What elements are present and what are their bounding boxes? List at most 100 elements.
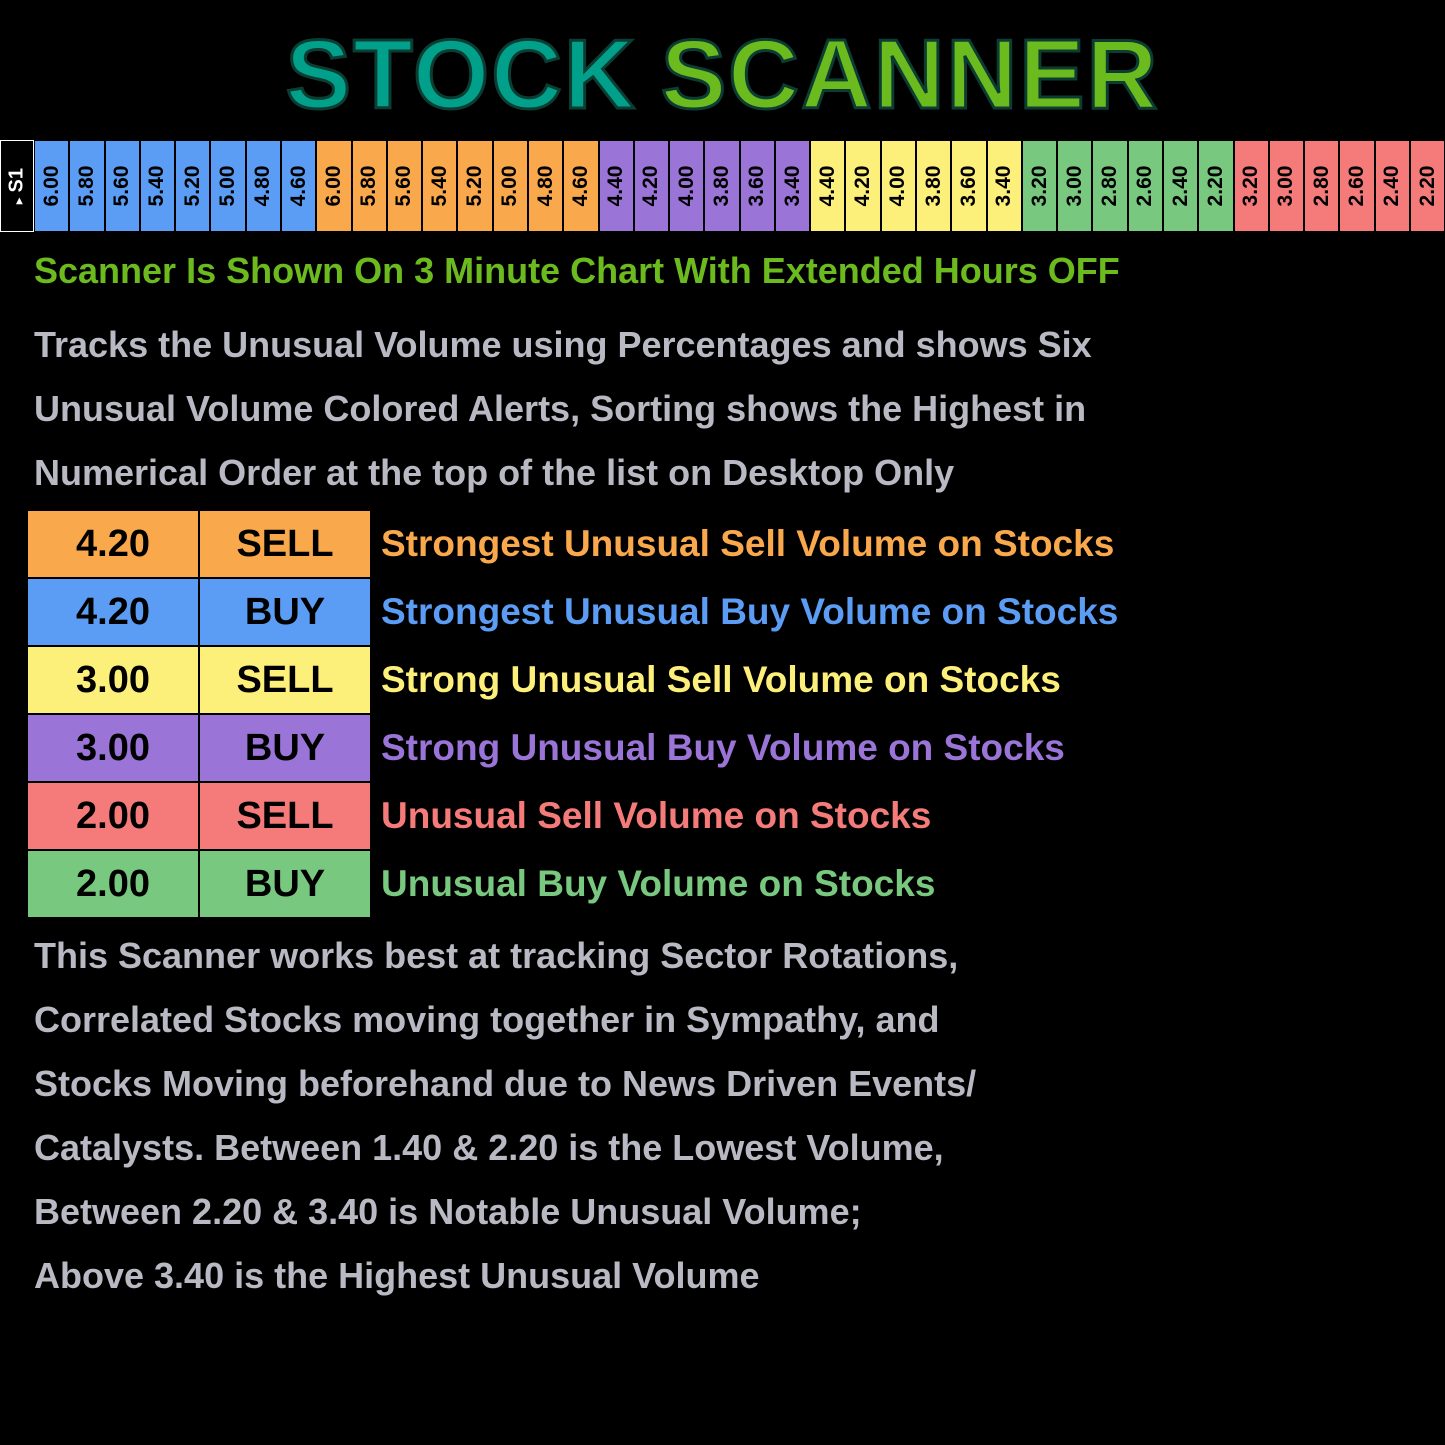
scanner-cell: 4.40 — [810, 140, 846, 232]
scanner-value: 5.20 — [180, 165, 204, 207]
scanner-cell: 3.20 — [1021, 140, 1058, 232]
note: Scanner Is Shown On 3 Minute Chart With … — [34, 250, 1120, 291]
scanner-cell: 4.20 — [845, 140, 881, 232]
scanner-cell: 5.60 — [104, 140, 140, 232]
legend-signal: BUY — [199, 850, 371, 918]
scanner-cell: 4.60 — [563, 140, 599, 232]
legend-signal: SELL — [199, 510, 371, 578]
scanner-cell: 5.20 — [457, 140, 493, 232]
intro: Tracks the Unusual Volume using Percenta… — [34, 313, 1092, 505]
intro-line: Tracks the Unusual Volume using Percenta… — [34, 324, 1092, 365]
legend-value: 4.20 — [27, 578, 199, 646]
scanner-value: 2.20 — [1415, 165, 1439, 207]
legend-row: 4.20 BUY Strongest Unusual Buy Volume on S… — [27, 578, 1118, 646]
outro-line: Catalysts. Between 1.40 & 2.20 is the Lo… — [34, 1127, 944, 1168]
scanner-value: 4.60 — [568, 165, 592, 207]
scanner-cell: 5.00 — [492, 140, 528, 232]
scanner-value: 6.00 — [39, 165, 63, 207]
outro-line: Correlated Stocks moving together in Sym… — [34, 999, 940, 1040]
scanner-label-wrap: ▸ S1 — [6, 168, 29, 204]
scanner-value: 2.20 — [1203, 165, 1227, 207]
scanner-cell: 4.60 — [280, 140, 317, 232]
scanner-cell: 6.00 — [34, 140, 70, 232]
scanner-cell: 4.80 — [527, 140, 564, 232]
legend-description: Unusual Sell Volume on Stocks — [381, 795, 932, 836]
scanner-value: 4.80 — [251, 165, 275, 207]
scanner-value: 3.80 — [921, 165, 945, 207]
scanner-value: 3.20 — [1027, 165, 1051, 207]
scanner-value: 5.60 — [392, 165, 416, 207]
scanner-cell: 2.80 — [1304, 140, 1340, 232]
scanner-cell: 2.40 — [1163, 140, 1199, 232]
scanner-cell: 5.40 — [139, 140, 176, 232]
scanner-value: 6.00 — [321, 165, 345, 207]
scanner-value: 3.60 — [956, 165, 980, 207]
scanner-cell: 3.80 — [704, 140, 740, 232]
scanner-value: 4.80 — [533, 165, 557, 207]
intro-line: Numerical Order at the top of the list o… — [34, 452, 955, 493]
scanner-cell: 5.00 — [210, 140, 246, 232]
scanner-cell: 4.00 — [669, 140, 705, 232]
scanner-value: 4.20 — [639, 165, 663, 207]
scanner-cell: 3.00 — [1057, 140, 1093, 232]
scanner-label: S1 — [5, 167, 28, 193]
title-word: STOCK — [284, 18, 637, 131]
legend-row: 2.00 BUY Unusual Buy Volume on Stocks — [27, 850, 1118, 918]
scanner-value: 2.60 — [1345, 165, 1369, 207]
scanner-cell: 2.60 — [1127, 140, 1163, 232]
scanner-cell: 5.80 — [69, 140, 105, 232]
legend-row: 2.00 SELL Unusual Sell Volume on Stocks — [27, 782, 1118, 850]
legend-description: Strongest Unusual Sell Volume on Stocks — [381, 523, 1115, 564]
scanner-value: 2.80 — [1098, 165, 1122, 207]
scanner-cell: 6.00 — [316, 140, 352, 232]
scanner-value: 2.60 — [1133, 165, 1157, 207]
legend-row: 3.00 SELL Strong Unusual Sell Volume on St… — [27, 646, 1118, 714]
outro: This Scanner works best at tracking Sect… — [34, 924, 976, 1308]
legend-description: Strong Unusual Buy Volume on Stocks — [381, 727, 1065, 768]
scanner-value: 3.60 — [745, 165, 769, 207]
scanner-value: 4.00 — [674, 165, 698, 207]
scanner-value: 5.40 — [145, 165, 169, 207]
scanner-cell: 5.40 — [422, 140, 458, 232]
scanner-value: 5.20 — [463, 165, 487, 207]
outro-line: Above 3.40 is the Highest Unusual Volume — [34, 1255, 760, 1296]
scanner-cell: 4.80 — [245, 140, 281, 232]
scanner-cell: 5.60 — [386, 140, 423, 232]
outro-line: This Scanner works best at tracking Sect… — [34, 935, 959, 976]
scanner-cell: 2.60 — [1339, 140, 1375, 232]
scanner-value: 5.80 — [357, 165, 381, 207]
scanner-cell: 3.60 — [739, 140, 775, 232]
scanner-strip: ▸ S1 6.00 5.80 5.60 5.40 5.20 5.00 4.80 4.60 6.0… — [0, 140, 1445, 232]
scanner-cell: 2.20 — [1409, 140, 1445, 232]
legend-signal: BUY — [199, 578, 371, 646]
scanner-cell: 2.80 — [1092, 140, 1128, 232]
scanner-cell: 2.20 — [1198, 140, 1234, 232]
legend-value: 4.20 — [27, 510, 199, 578]
scanner-value: 4.00 — [886, 165, 910, 207]
legend-signal: BUY — [199, 714, 371, 782]
legend-row: 3.00 BUY Strong Unusual Buy Volume on Stoc… — [27, 714, 1118, 782]
scanner-cell: 4.20 — [633, 140, 670, 232]
legend-value: 2.00 — [27, 782, 199, 850]
scanner-value: 3.00 — [1062, 165, 1086, 207]
scanner-label-box: ▸ S1 — [0, 140, 34, 232]
legend-signal: SELL — [199, 646, 371, 714]
scanner-value: 3.00 — [1274, 165, 1298, 207]
scanner-value: 4.60 — [286, 165, 310, 207]
scanner-value: 5.00 — [216, 165, 240, 207]
scanner-cell: 3.40 — [774, 140, 811, 232]
legend-value: 3.00 — [27, 714, 199, 782]
legend-row: 4.20 SELL Strongest Unusual Sell Volume on… — [27, 510, 1118, 578]
legend-value: 3.00 — [27, 646, 199, 714]
scanner-arrow: ▸ — [11, 198, 26, 205]
scanner-cell: 5.80 — [351, 140, 387, 232]
scanner-value: 5.80 — [74, 165, 98, 207]
title-word: SCANNER — [659, 18, 1160, 131]
scanner-value: 5.60 — [110, 165, 134, 207]
scanner-cell: 4.40 — [598, 140, 634, 232]
scanner-value: 5.40 — [427, 165, 451, 207]
scanner-value: 3.40 — [780, 165, 804, 207]
scanner-value: 4.40 — [815, 165, 839, 207]
scanner-value: 5.00 — [498, 165, 522, 207]
